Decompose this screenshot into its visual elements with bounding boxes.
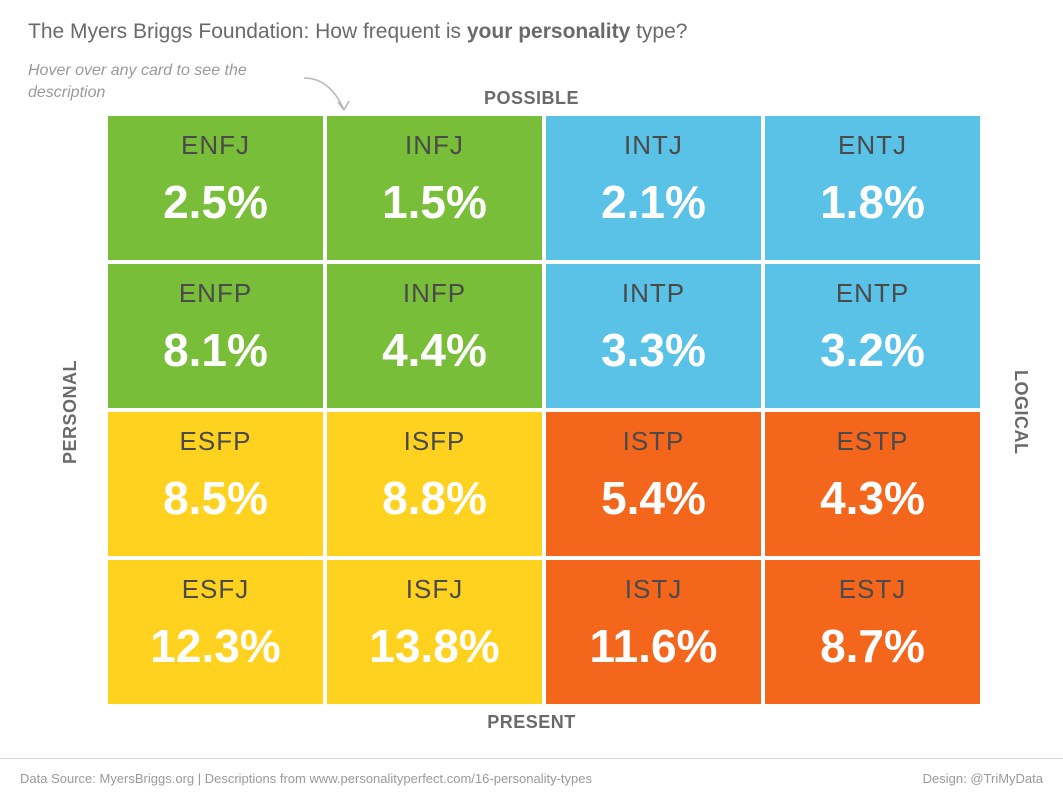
axis-label-top: POSSIBLE xyxy=(0,88,1063,109)
personality-card-enfp[interactable]: ENFP 8.1% xyxy=(108,264,323,408)
personality-card-entp[interactable]: ENTP 3.2% xyxy=(765,264,980,408)
axis-label-right: LOGICAL xyxy=(1010,88,1031,736)
card-percentage: 2.5% xyxy=(163,175,268,229)
title-bold: your personality xyxy=(467,20,630,43)
card-type-label: INFP xyxy=(403,278,466,309)
title-suffix: type? xyxy=(630,20,687,43)
page-title: The Myers Briggs Foundation: How frequen… xyxy=(28,20,1035,44)
card-percentage: 13.8% xyxy=(369,619,499,673)
personality-card-entj[interactable]: ENTJ 1.8% xyxy=(765,116,980,260)
personality-card-infj[interactable]: INFJ 1.5% xyxy=(327,116,542,260)
footer: Data Source: MyersBriggs.org | Descripti… xyxy=(0,758,1063,786)
personality-card-intp[interactable]: INTP 3.3% xyxy=(546,264,761,408)
card-percentage: 11.6% xyxy=(590,619,718,673)
card-type-label: INTP xyxy=(622,278,685,309)
card-type-label: INTJ xyxy=(624,130,683,161)
card-type-label: ISFJ xyxy=(406,574,463,605)
footer-credit: Design: @TriMyData xyxy=(923,771,1043,786)
card-type-label: ESTP xyxy=(837,426,909,457)
personality-card-istp[interactable]: ISTP 5.4% xyxy=(546,412,761,556)
personality-card-estp[interactable]: ESTP 4.3% xyxy=(765,412,980,556)
card-type-label: ISTP xyxy=(623,426,685,457)
infographic-container: The Myers Briggs Foundation: How frequen… xyxy=(0,0,1063,800)
personality-card-estj[interactable]: ESTJ 8.7% xyxy=(765,560,980,704)
title-prefix: The Myers Briggs Foundation: How frequen… xyxy=(28,20,467,43)
personality-card-esfj[interactable]: ESFJ 12.3% xyxy=(108,560,323,704)
card-type-label: ISTJ xyxy=(625,574,682,605)
card-type-label: ENTJ xyxy=(838,130,907,161)
card-percentage: 8.1% xyxy=(163,323,268,377)
personality-card-isfj[interactable]: ISFJ 13.8% xyxy=(327,560,542,704)
card-percentage: 12.3% xyxy=(150,619,280,673)
axis-label-left: PERSONAL xyxy=(60,88,81,736)
card-percentage: 1.8% xyxy=(820,175,925,229)
card-type-label: ESTJ xyxy=(839,574,907,605)
card-percentage: 4.4% xyxy=(382,323,487,377)
personality-card-esfp[interactable]: ESFP 8.5% xyxy=(108,412,323,556)
card-percentage: 8.8% xyxy=(382,471,487,525)
personality-grid: ENFJ 2.5% INFJ 1.5% INTJ 2.1% ENTJ 1.8% ENFP 8.1%… xyxy=(108,116,980,704)
card-percentage: 1.5% xyxy=(382,175,487,229)
card-percentage: 4.3% xyxy=(820,471,925,525)
footer-source: Data Source: MyersBriggs.org | Descripti… xyxy=(20,771,592,786)
card-type-label: ENTP xyxy=(836,278,909,309)
card-percentage: 8.5% xyxy=(163,471,268,525)
personality-card-infp[interactable]: INFP 4.4% xyxy=(327,264,542,408)
personality-card-intj[interactable]: INTJ 2.1% xyxy=(546,116,761,260)
card-type-label: ENFP xyxy=(179,278,252,309)
card-type-label: ESFJ xyxy=(182,574,250,605)
card-type-label: ISFP xyxy=(404,426,466,457)
card-type-label: INFJ xyxy=(405,130,464,161)
card-percentage: 3.3% xyxy=(601,323,706,377)
axis-label-bottom: PRESENT xyxy=(0,712,1063,733)
card-type-label: ENFJ xyxy=(181,130,250,161)
card-percentage: 8.7% xyxy=(820,619,925,673)
personality-card-istj[interactable]: ISTJ 11.6% xyxy=(546,560,761,704)
card-percentage: 3.2% xyxy=(820,323,925,377)
personality-card-isfp[interactable]: ISFP 8.8% xyxy=(327,412,542,556)
personality-card-enfj[interactable]: ENFJ 2.5% xyxy=(108,116,323,260)
card-percentage: 5.4% xyxy=(601,471,706,525)
card-percentage: 2.1% xyxy=(601,175,706,229)
card-type-label: ESFP xyxy=(180,426,252,457)
